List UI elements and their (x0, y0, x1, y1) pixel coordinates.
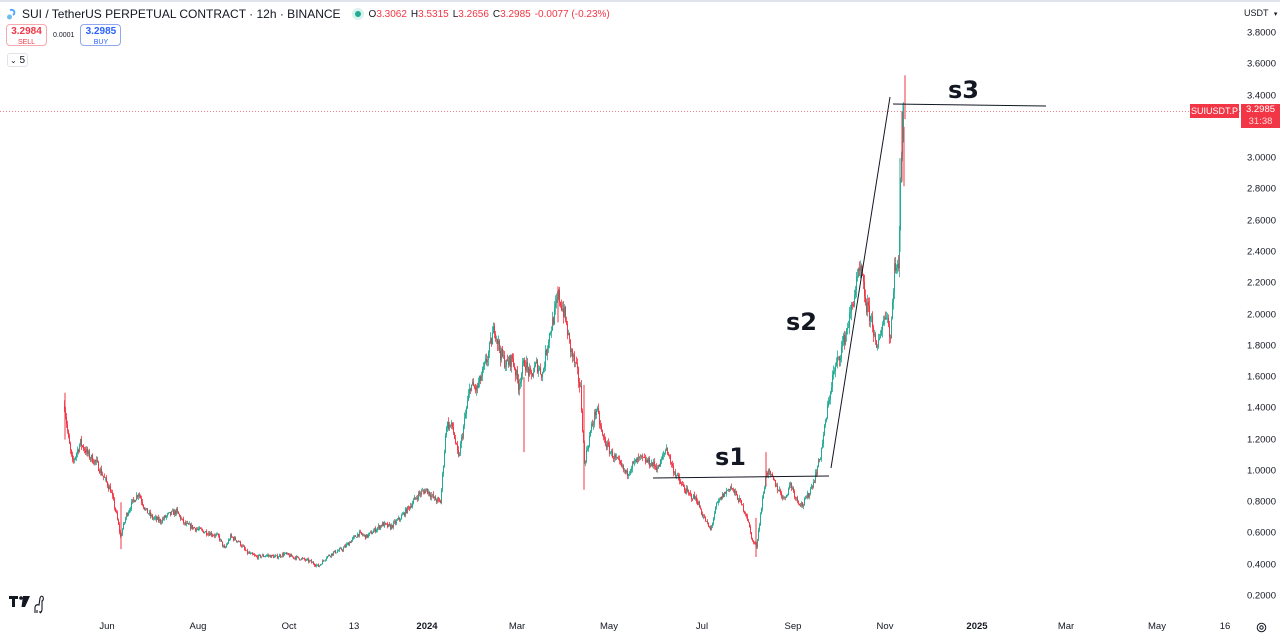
annotation-s3[interactable]: s3 (948, 76, 979, 104)
last-price-label: 3.2985 31:38 (1241, 104, 1280, 128)
tv-logo-icon (8, 595, 48, 619)
price-axis[interactable]: 3.8000 3.6000 3.4000 3.0000 2.8000 2.6000 2.40… (1240, 0, 1280, 636)
spread-value: 0.0001 (53, 31, 75, 39)
tradingview-logo[interactable] (8, 593, 48, 619)
currency-label: USDT (1244, 8, 1269, 18)
s2-trend-line[interactable] (830, 96, 891, 469)
price-tick: 0.2000 (1246, 590, 1276, 602)
time-tick: 2024 (416, 621, 438, 632)
annotation-s2[interactable]: s2 (786, 308, 817, 336)
sell-button[interactable]: 3.2984 SELL (6, 24, 47, 46)
low-label: L (452, 8, 459, 20)
s1-line[interactable] (652, 475, 830, 479)
symbol-price-label: SUIUSDT.P (1190, 104, 1239, 118)
sell-price: 3.2984 (11, 26, 42, 37)
price-tick: 3.8000 (1246, 27, 1276, 39)
price-tick: 2.0000 (1246, 309, 1276, 321)
annotation-s1[interactable]: s1 (715, 443, 746, 471)
trade-panel: 3.2984 SELL 0.0001 3.2985 BUY (6, 24, 122, 46)
buy-button[interactable]: 3.2985 BUY (80, 24, 122, 46)
time-tick: Jun (99, 621, 115, 632)
time-tick: Jul (695, 621, 709, 632)
indicators-toggle[interactable]: ⌄ 5 (7, 53, 28, 67)
time-tick: Sep (784, 621, 802, 632)
sui-logo-icon (6, 8, 18, 20)
price-chart[interactable] (0, 0, 1240, 636)
last-price: 3.2985 (1245, 104, 1276, 115)
buy-price: 3.2985 (85, 26, 117, 37)
open-label: O (368, 8, 377, 20)
high-label: H (410, 8, 419, 20)
price-tick: 0.8000 (1246, 496, 1276, 508)
s3-line[interactable] (892, 103, 1047, 107)
price-tick: 2.4000 (1246, 246, 1276, 258)
symbol-title[interactable]: SUI / TetherUS PERPETUAL CONTRACT · 12h … (22, 7, 341, 21)
time-tick: Mar (1057, 621, 1075, 632)
price-tick: 2.2000 (1246, 277, 1276, 289)
time-tick: May (600, 621, 618, 632)
change-value: -0.0077 (-0.23%) (534, 8, 610, 20)
price-tick: 1.0000 (1246, 465, 1276, 477)
bar-countdown: 31:38 (1248, 116, 1273, 127)
price-tick: 1.6000 (1246, 371, 1276, 383)
chevron-down-icon: ⌄ (9, 56, 17, 65)
price-tick: 1.4000 (1246, 402, 1276, 414)
time-tick: May (1148, 621, 1166, 632)
time-tick: Mar (508, 621, 526, 632)
open-value: 3.3062 (376, 8, 407, 20)
price-tick: 2.6000 (1246, 215, 1276, 227)
high-value: 3.5315 (418, 8, 449, 20)
time-tick: Oct (281, 621, 297, 632)
settings-gear-icon[interactable] (1256, 620, 1267, 633)
chart-header: SUI / TetherUS PERPETUAL CONTRACT · 12h … (6, 6, 610, 22)
price-tick: 0.6000 (1246, 527, 1276, 539)
price-tick: 2.8000 (1246, 183, 1276, 195)
time-tick: 13 (348, 621, 360, 632)
price-tick: 3.4000 (1246, 90, 1276, 102)
indicators-count: 5 (19, 55, 26, 66)
time-tick: Aug (189, 621, 207, 632)
price-tick: 3.0000 (1246, 152, 1276, 164)
low-value: 3.2656 (458, 8, 489, 20)
chevron-down-icon: ▾ (1273, 11, 1278, 18)
price-tick: 3.6000 (1246, 58, 1276, 70)
time-tick: 16 (1219, 621, 1231, 632)
close-label: C (492, 8, 501, 20)
buy-label: BUY (93, 39, 109, 46)
price-tick: 1.2000 (1246, 434, 1276, 446)
sell-label: SELL (17, 39, 36, 46)
close-value: 3.2985 (500, 8, 531, 20)
time-tick: Nov (876, 621, 894, 632)
price-tick: 1.8000 (1246, 340, 1276, 352)
top-border (0, 0, 1280, 2)
price-tick: 0.4000 (1246, 559, 1276, 571)
market-status-dot (354, 11, 361, 17)
time-tick: 2025 (966, 621, 988, 632)
currency-selector[interactable]: USDT ▾ (1240, 5, 1278, 21)
ohlc-values: O3.3062 H3.5315 L3.2656 C3.2985 -0.0077 … (369, 9, 610, 20)
